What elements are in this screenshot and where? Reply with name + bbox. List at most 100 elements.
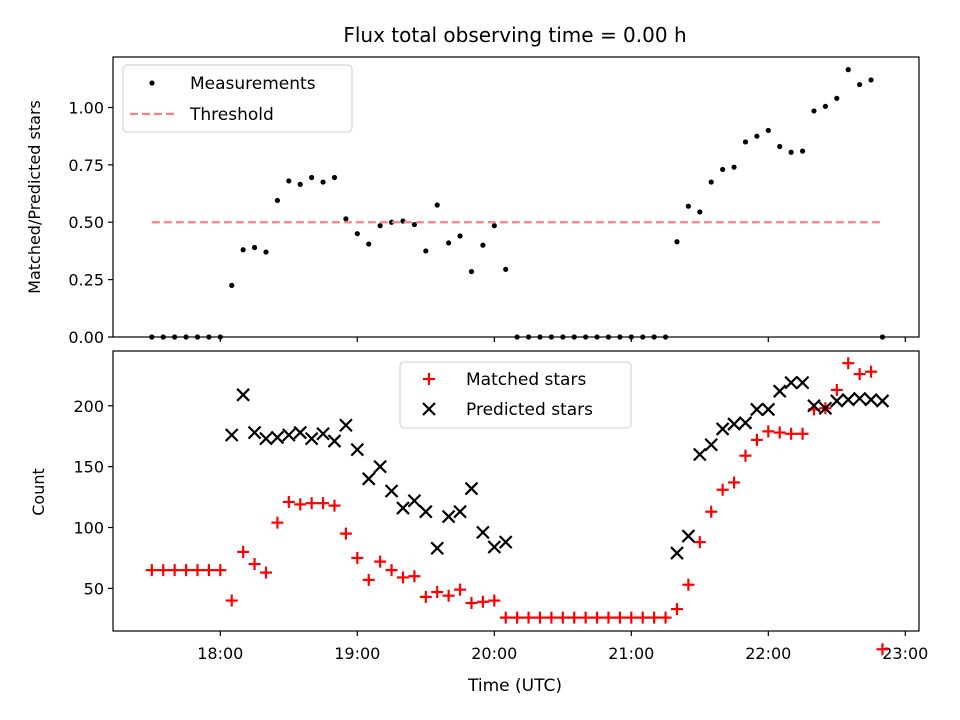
measurement-point — [491, 223, 497, 229]
predicted-point — [327, 434, 342, 448]
matched-point — [545, 611, 558, 624]
predicted-point — [693, 447, 707, 462]
measurement-point — [354, 231, 360, 237]
top-y-tick-label: 0.25 — [68, 271, 104, 290]
measurement-point — [731, 164, 737, 170]
matched-point — [408, 570, 421, 583]
bottom-legend-box — [399, 361, 632, 429]
matched-point — [728, 476, 741, 489]
matched-point — [739, 449, 752, 462]
predicted-point — [259, 431, 273, 446]
matched-point — [465, 597, 478, 609]
matched-point — [556, 611, 569, 624]
predicted-point — [350, 442, 365, 457]
matched-point — [785, 427, 798, 440]
legend-predicted-marker — [422, 402, 436, 416]
predicted-point — [830, 394, 844, 408]
predicted-point — [498, 535, 513, 549]
matched-point — [271, 516, 284, 529]
measurement-point — [240, 247, 246, 253]
x-tick-label: 20:00 — [471, 644, 517, 663]
top-y-tick-label: 0.50 — [68, 213, 104, 232]
predicted-point — [247, 425, 262, 440]
matched-point — [568, 611, 581, 624]
measurement-point — [777, 143, 783, 150]
predicted-point — [750, 402, 764, 417]
matched-point — [636, 611, 649, 624]
measurement-point — [799, 148, 806, 154]
measurement-point — [742, 139, 749, 145]
bottom-legend: Matched stars Predicted stars — [399, 361, 632, 429]
matched-point — [237, 545, 250, 558]
bottom-ticks: 50 100 150 200 18:00 19:00 20:00 21:00 22:00 23:0… — [73, 397, 928, 663]
matched-point — [225, 594, 238, 607]
matched-point — [317, 497, 330, 510]
predicted-point — [727, 417, 741, 431]
measurement-point — [822, 103, 828, 109]
predicted-point — [430, 541, 445, 555]
matched-point — [648, 611, 661, 624]
matched-point — [419, 590, 432, 603]
measurement-point — [857, 81, 863, 88]
predicted-point — [670, 546, 684, 560]
matched-point — [499, 611, 512, 624]
matched-point — [591, 611, 604, 624]
x-axis-label: Time (UTC) — [467, 676, 562, 696]
predicted-point — [738, 416, 753, 430]
matched-point — [248, 558, 261, 571]
measurement-point — [229, 282, 235, 288]
matched-point — [796, 427, 809, 440]
measurement-point — [297, 181, 303, 187]
predicted-point — [384, 484, 399, 498]
matched-point — [670, 603, 683, 616]
matched-point — [328, 499, 341, 512]
predicted-point — [236, 388, 250, 402]
predicted-point — [282, 428, 296, 442]
bottom-plot-marks — [145, 357, 890, 656]
matched-point — [294, 498, 307, 511]
matched-point — [191, 564, 204, 577]
predicted-point — [453, 504, 467, 519]
measurement-point — [320, 179, 326, 185]
matched-point — [305, 497, 318, 510]
measurement-point — [834, 95, 840, 101]
measurement-point — [377, 223, 383, 229]
matched-point — [716, 483, 729, 496]
measurement-point — [366, 241, 372, 247]
bottom-y-tick-label: 150 — [73, 458, 104, 477]
measurement-point — [434, 202, 440, 208]
bottom-panel: Count Time (UTC) 50 100 150 200 18:00 19:00 20… — [29, 350, 928, 696]
measurement-point — [765, 127, 771, 134]
matched-point — [476, 595, 489, 608]
predicted-point — [784, 375, 798, 390]
top-y-tick-label: 1.00 — [68, 98, 104, 117]
top-chart-title: Flux total observing time = 0.00 h — [343, 23, 686, 47]
matched-point — [579, 611, 592, 624]
measurement-point — [411, 221, 417, 228]
matched-point — [693, 536, 706, 549]
predicted-point — [795, 375, 810, 390]
matched-point — [385, 564, 398, 577]
measurement-point — [720, 166, 726, 173]
predicted-point — [304, 431, 319, 446]
top-panel: Flux total observing time = 0.00 h Match… — [25, 23, 920, 347]
measurement-point — [343, 216, 349, 222]
legend-threshold-label: Threshold — [189, 105, 274, 125]
predicted-point — [841, 392, 855, 407]
bottom-y-tick-label: 100 — [73, 519, 104, 538]
predicted-point — [807, 399, 821, 413]
measurement-point — [286, 178, 292, 184]
matched-point — [659, 611, 672, 624]
matched-point — [853, 368, 866, 381]
predicted-point — [772, 384, 787, 398]
predicted-point — [339, 418, 353, 433]
measurement-point — [331, 174, 338, 181]
matched-point — [488, 594, 501, 607]
measurement-point — [457, 233, 463, 239]
matched-point — [705, 505, 718, 518]
matched-point — [750, 433, 763, 446]
predicted-point — [419, 504, 433, 519]
matched-point — [259, 566, 272, 579]
matched-point — [396, 571, 409, 584]
